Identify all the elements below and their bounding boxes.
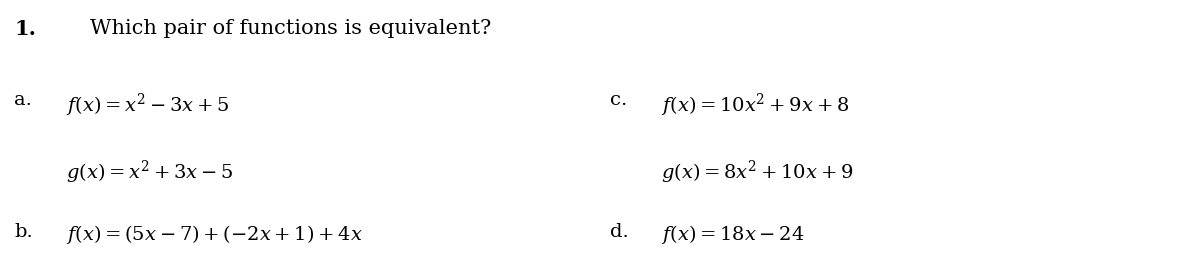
- Text: Which pair of functions is equivalent?: Which pair of functions is equivalent?: [90, 19, 491, 38]
- Text: a.: a.: [14, 91, 32, 109]
- Text: $g(x) = 8x^2 + 10x + 9$: $g(x) = 8x^2 + 10x + 9$: [661, 159, 853, 186]
- Text: d.: d.: [610, 223, 629, 241]
- Text: c.: c.: [610, 91, 626, 109]
- Text: $f(x) = 10x^2 + 9x + 8$: $f(x) = 10x^2 + 9x + 8$: [661, 91, 850, 119]
- Text: $f(x) = 18x - 24$: $f(x) = 18x - 24$: [661, 223, 805, 246]
- Text: b.: b.: [14, 223, 34, 241]
- Text: $g(x) = x^2 + 3x - 5$: $g(x) = x^2 + 3x - 5$: [66, 159, 233, 186]
- Text: $f(x) = (5x - 7) + (-2x + 1) + 4x$: $f(x) = (5x - 7) + (-2x + 1) + 4x$: [66, 223, 362, 246]
- Text: $f(x) = x^2 - 3x + 5$: $f(x) = x^2 - 3x + 5$: [66, 91, 229, 119]
- Text: 1.: 1.: [14, 19, 36, 39]
